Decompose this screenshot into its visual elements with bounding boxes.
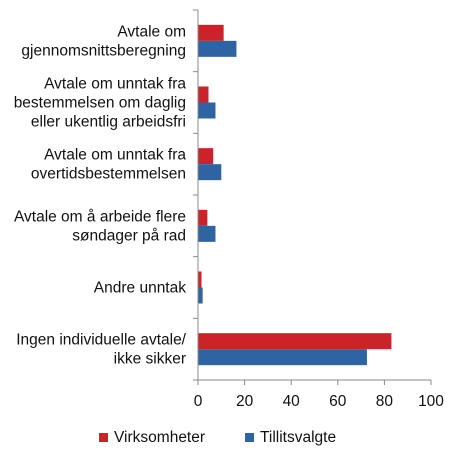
- category-label-0: Avtale om gjennomsnittsberegning: [21, 23, 186, 59]
- legend-swatch-tillitsvalgte: [245, 433, 254, 442]
- bar-virksomheter-3: [198, 209, 208, 226]
- bar-tillitsvalgte-0: [198, 40, 237, 57]
- category-label-line: Ingen individuelle avtale/: [16, 332, 186, 349]
- category-label-line: Andre unntak: [94, 280, 186, 297]
- x-tick-label: 40: [283, 393, 301, 410]
- category-label-line: Avtale om unntak fra: [44, 76, 186, 93]
- category-label-1: Avtale om unntak fra bestemmelsen om dagl…: [14, 76, 187, 131]
- category-label-line: ikke sikker: [114, 351, 186, 368]
- legend-label-virksomheter: Virksomheter: [114, 429, 205, 446]
- category-label-line: bestemmelsen om daglig: [14, 95, 186, 112]
- bar-tillitsvalgte-2: [198, 164, 222, 181]
- x-tick-label: 100: [418, 393, 444, 410]
- category-label-4: Andre unntak: [94, 280, 186, 297]
- category-label-line: Avtale om å arbeide flere: [14, 208, 186, 225]
- bar-virksomheter-1: [198, 86, 209, 103]
- x-axis-ticks: 0 20 40 60 80 100: [193, 9, 444, 410]
- category-label-line: Avtale om unntak fra: [44, 147, 186, 164]
- category-label-3: Avtale om å arbeide flere søndager på rad: [14, 208, 186, 244]
- bars: [198, 24, 392, 366]
- x-tick-label: 80: [376, 393, 394, 410]
- bar-tillitsvalgte-1: [198, 102, 216, 119]
- category-label-line: søndager på rad: [72, 227, 186, 244]
- legend-label-tillitsvalgte: Tillitsvalgte: [260, 429, 336, 446]
- bar-tillitsvalgte-4: [198, 287, 203, 304]
- bar-virksomheter-4: [198, 271, 202, 288]
- bar-virksomheter-2: [198, 148, 214, 165]
- legend: Virksomheter Tillitsvalgte: [99, 429, 336, 446]
- category-label-line: gjennomsnittsberegning: [21, 42, 186, 59]
- category-label-2: Avtale om unntak fra overtidsbestemmelsen: [31, 147, 186, 183]
- bar-virksomheter-0: [198, 24, 224, 41]
- x-tick-label: 60: [329, 393, 347, 410]
- category-label-line: Avtale om: [117, 23, 186, 40]
- bar-tillitsvalgte-3: [198, 225, 216, 242]
- x-tick-label: 0: [194, 393, 203, 410]
- category-label-line: overtidsbestemmelsen: [31, 166, 186, 183]
- legend-swatch-virksomheter: [99, 433, 108, 442]
- category-label-5: Ingen individuelle avtale/ikke sikker: [16, 332, 186, 368]
- category-label-line: eller ukentlig arbeidsfri: [31, 114, 186, 131]
- bar-tillitsvalgte-5: [198, 349, 367, 366]
- bar-virksomheter-5: [198, 333, 392, 350]
- x-tick-label: 20: [236, 393, 254, 410]
